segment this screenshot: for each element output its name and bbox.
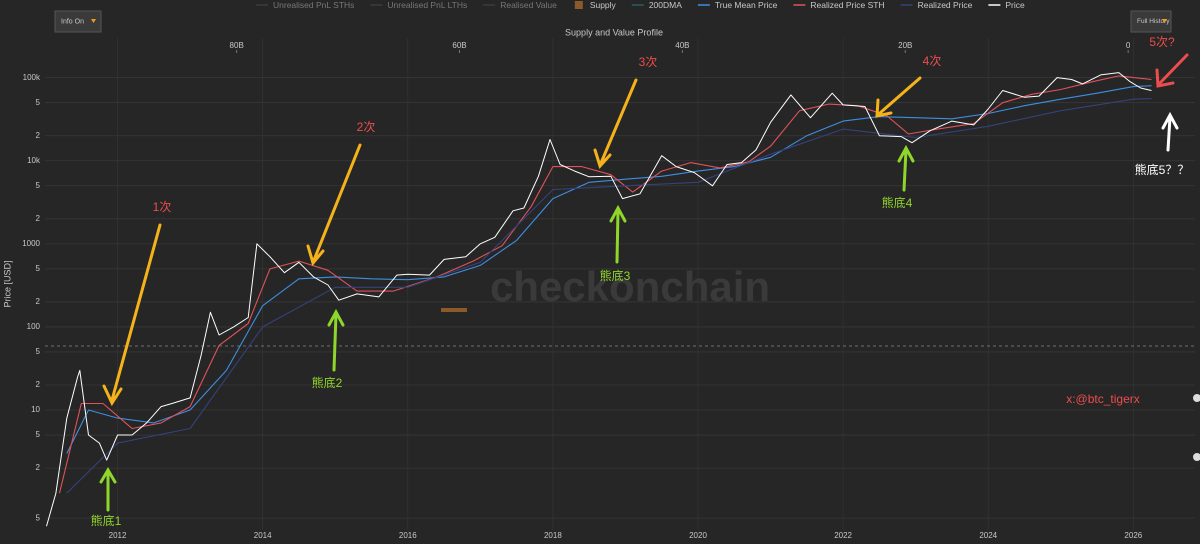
series-line [66,85,1152,454]
y-tick-label: 2 [36,214,41,223]
annotation: 2次 [357,120,376,134]
legend-marker [574,1,583,9]
legend-label: Unrealised PnL LTHs [387,0,467,10]
annotation: 熊底1 [91,513,122,528]
y-tick-label: 10k [27,156,41,165]
icon [1193,453,1200,461]
y-tick-label: 5 [36,98,41,107]
arrow [1155,53,1189,88]
arrow [609,204,627,264]
dropdown-icon[interactable] [1162,19,1167,23]
x-tick-label: 2022 [834,531,852,540]
supply-bar [441,308,467,312]
annotation: 3次 [639,55,658,69]
series-lines [46,72,1152,527]
credit: x:@btc_tigerx [1066,392,1140,406]
arrow [327,308,345,372]
x-tick-label: 2024 [979,531,997,540]
history-button[interactable]: Full History [1130,10,1172,33]
top-tick-label: 60B [452,41,466,50]
legend-label: True Mean Price [715,0,778,10]
arrow [99,467,117,512]
button-label[interactable]: Info On [61,18,84,25]
dropdown-icon[interactable] [91,19,96,23]
y-tick-label: 5 [36,430,41,439]
x-tick-label: 2012 [109,531,127,540]
legend-label: Realized Price STH [810,0,884,10]
annotation: 5次? [1149,35,1175,49]
y-tick-label: 2 [36,131,41,140]
legend: Unrealised PnL STHs Unrealised PnL LTHs Re… [256,0,1025,10]
top-tick-label: 0 [1126,41,1131,50]
series-line [46,72,1152,527]
icon [1193,394,1200,402]
legend-label: Supply [590,0,617,10]
legend-label: Realized Price [918,0,973,10]
arrow [897,144,915,192]
x-tick-label: 2026 [1124,531,1142,540]
y-tick-label: 100 [27,322,41,331]
button-box[interactable] [54,10,102,33]
arrows [99,53,1189,512]
y-tick-label: 5 [36,181,41,190]
top-axis-title: Supply and Value Profile [565,27,663,37]
info-button[interactable]: Info On [54,10,102,33]
annotation: 4次 [923,54,942,68]
x-tick-label: 2016 [399,531,417,540]
y-tick-label: 1000 [22,239,40,248]
annotation: 熊底2 [312,375,343,390]
y-tick-label: 2 [36,463,41,472]
legend-label: 200DMA [649,0,682,10]
y-tick-label: 10 [31,405,40,414]
y-axis-title: Price [USD] [2,260,12,307]
top-tick-label: 80B [230,41,244,50]
top-tick-label: 20B [898,41,912,50]
button-box[interactable] [1130,10,1172,33]
legend-label: Realised Value [500,0,557,10]
legend-label: Unrealised PnL STHs [273,0,354,10]
axes: 5 2 5 10 2 5 100 2 5 1000 2 5 10k 2 5 100k 2012 2014 2016 2… [22,41,1143,540]
series-line [66,98,1152,494]
annotation: 熊底4 [882,195,913,210]
y-tick-label: 5 [36,264,41,273]
annotation: 熊底5？？ [1135,162,1190,177]
x-tick-label: 2018 [544,531,562,540]
side-icons [1193,394,1200,461]
arrow [306,143,362,267]
watermark: checkonchain [490,263,770,310]
y-tick-label: 2 [36,380,41,389]
y-tick-label: 5 [36,347,41,356]
arrow [102,223,162,407]
arrow [875,76,922,118]
grid [45,38,1195,530]
button-label[interactable]: Full History [1137,18,1170,25]
annotation: 1次 [153,200,172,214]
y-tick-label: 5 [36,513,41,522]
arrow [593,78,638,169]
top-tick-label: 40B [675,41,689,50]
series-line [58,75,1152,494]
x-tick-label: 2014 [254,531,272,540]
arrow [1161,111,1179,152]
x-tick-label: 2020 [689,531,707,540]
y-tick-label: 2 [36,297,41,306]
annotation: 熊底3 [600,268,631,283]
legend-label: Price [1005,0,1025,10]
y-tick-label: 100k [23,73,41,82]
